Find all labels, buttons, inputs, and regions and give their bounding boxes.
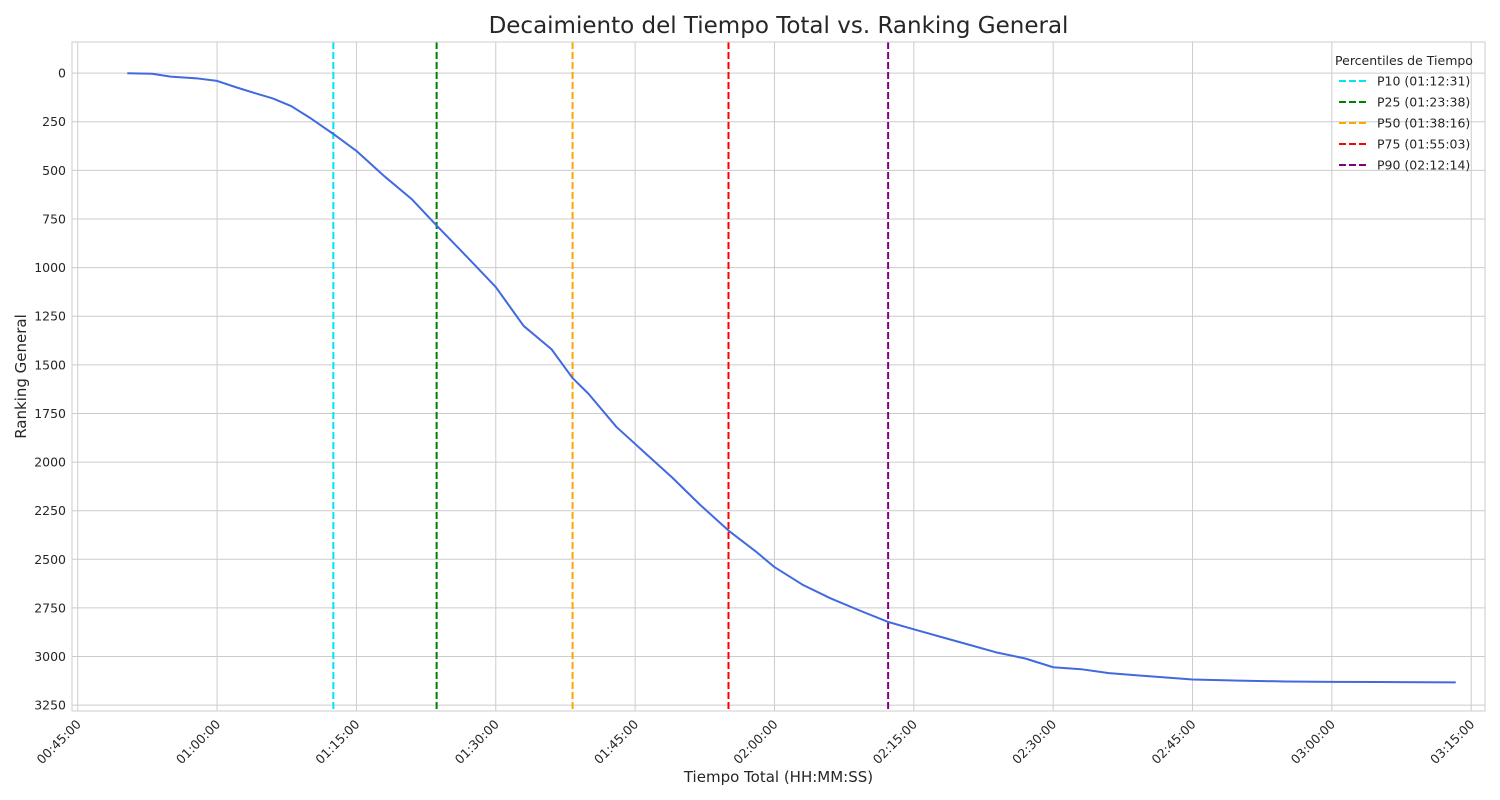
y-tick-label: 750 <box>42 211 66 226</box>
legend-label: P10 (01:12:31) <box>1377 74 1470 89</box>
y-tick-label: 500 <box>42 163 66 178</box>
y-tick-label: 1250 <box>34 309 66 324</box>
legend-entries: P10 (01:12:31) P25 (01:23:38) P50 (01:38:1… <box>1339 74 1470 173</box>
x-tick-label: 01:15:00 <box>312 716 362 766</box>
plot-background <box>72 42 1485 711</box>
y-tick-label: 2000 <box>34 455 66 470</box>
legend-title: Percentiles de Tiempo <box>1335 53 1473 68</box>
y-tick-labels: 0 250 500 750 1000 1250 1500 1750 2000 2250 2500 27… <box>34 66 66 713</box>
y-tick-label: 3000 <box>34 649 66 664</box>
x-tick-label: 01:00:00 <box>173 716 223 766</box>
grid <box>72 42 1485 711</box>
series-line <box>127 72 1456 684</box>
legend-label: P75 (01:55:03) <box>1377 137 1470 152</box>
x-tick-labels: 00:45:00 01:00:00 01:15:00 01:30:00 01:45:00… <box>34 716 1478 766</box>
x-tick-label: 02:15:00 <box>870 716 920 766</box>
legend-label: P25 (01:23:38) <box>1377 95 1470 110</box>
y-tick-label: 1000 <box>34 260 66 275</box>
y-tick-label: 0 <box>58 66 66 81</box>
legend-label: P50 (01:38:16) <box>1377 116 1470 131</box>
plot-frame <box>71 41 1486 712</box>
legend: Percentiles de Tiempo P10 (01:12:31) P25 … <box>1335 53 1473 173</box>
x-axis-title: Tiempo Total (HH:MM:SS) <box>683 768 873 786</box>
y-tick-label: 1500 <box>34 357 66 372</box>
x-tick-label: 03:00:00 <box>1288 716 1338 766</box>
x-tick-label: 01:30:00 <box>452 716 502 766</box>
x-tick-label: 01:45:00 <box>591 716 641 766</box>
series-layer <box>127 72 1456 684</box>
x-tick-label: 02:30:00 <box>1009 716 1059 766</box>
x-tick-label: 00:45:00 <box>34 716 84 766</box>
x-tick-label: 02:00:00 <box>730 716 780 766</box>
x-tick-label: 03:15:00 <box>1427 716 1477 766</box>
y-tick-label: 3250 <box>34 698 66 713</box>
y-tick-label: 250 <box>42 114 66 129</box>
y-axis-title: Ranking General <box>12 314 30 439</box>
y-tick-label: 2500 <box>34 552 66 567</box>
y-tick-label: 1750 <box>34 406 66 421</box>
legend-label: P90 (02:12:14) <box>1377 158 1470 173</box>
x-tick-label: 02:45:00 <box>1148 716 1198 766</box>
y-tick-label: 2250 <box>34 503 66 518</box>
y-tick-label: 2750 <box>34 600 66 615</box>
chart-title: Decaimiento del Tiempo Total vs. Ranking… <box>489 13 1069 39</box>
